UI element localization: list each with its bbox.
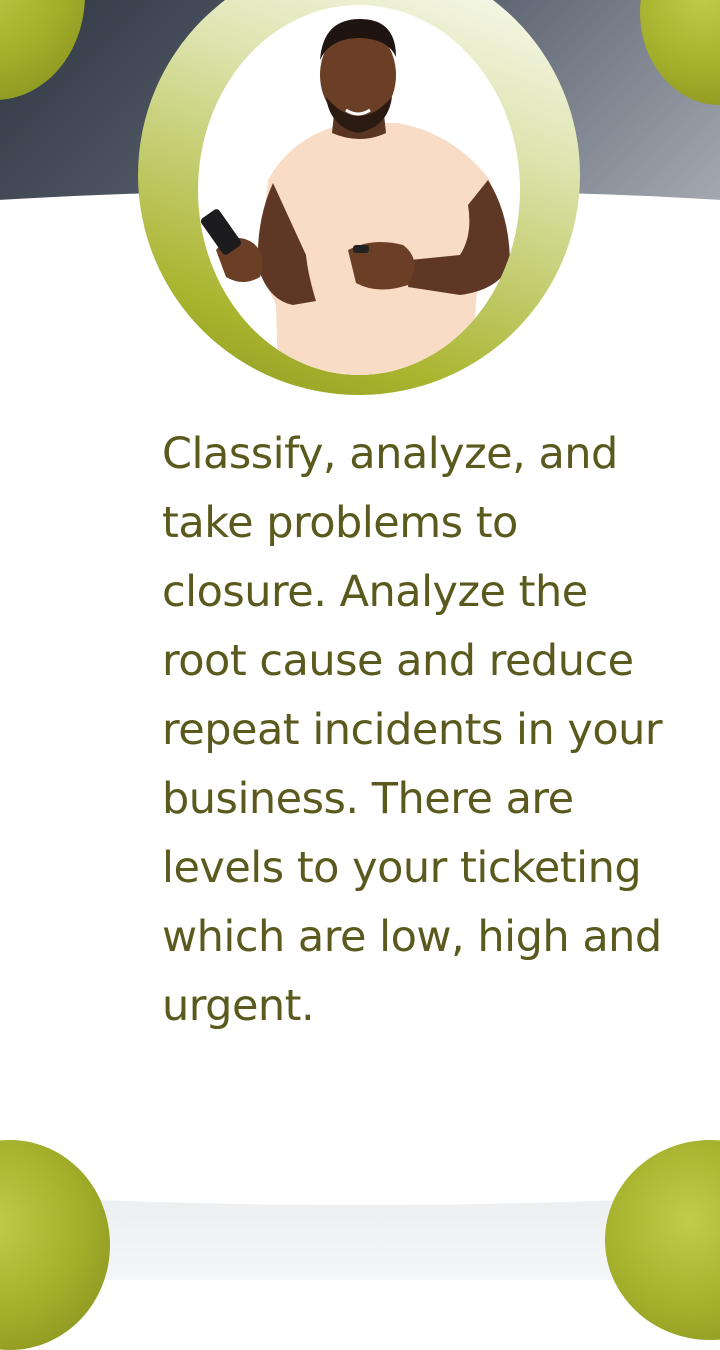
portrait-photo — [198, 5, 520, 375]
description-paragraph: Classify, analyze, and take problems to … — [162, 429, 663, 1031]
person-illustration — [200, 19, 510, 375]
